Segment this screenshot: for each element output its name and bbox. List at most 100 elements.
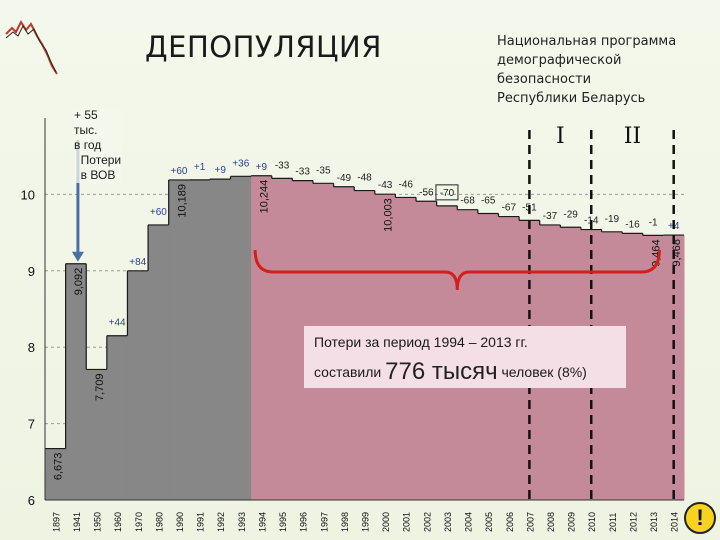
value-label-2014: 9,468 [671,239,683,267]
program-line-1: Национальная программа [497,34,677,49]
bar-1995 [271,178,293,500]
x-tick-label: 1993 [237,512,247,532]
x-tick-label: 1950 [93,512,103,532]
x-tick-label: 2003 [443,512,453,532]
x-tick-label: 1980 [154,512,164,532]
x-tick-label: 1992 [216,512,226,532]
change-label-2004: -68 [460,196,475,207]
change-label-2001: -46 [398,179,413,190]
bar-1992 [209,179,232,500]
x-tick-label: 2013 [649,512,659,532]
x-tick-label: 2014 [670,512,680,532]
change-label-1993: +36 [232,158,249,169]
value-label-1897: 6,673 [53,453,65,481]
x-tick-label: 1897 [51,512,61,532]
x-tick-label: 2004 [464,512,474,532]
change-label-1980: +60 [150,207,167,218]
x-tick-label: 1999 [361,512,371,532]
bar-1993 [230,176,252,500]
y-tick-label: 7 [28,417,35,432]
bar-1980 [148,224,170,500]
x-tick-label: 2001 [402,512,412,532]
x-tick-label: 1996 [299,512,309,532]
losses-suffix: человек (8%) [501,364,587,380]
change-label-2005: -65 [481,196,496,207]
value-label-1994: 10,244 [259,180,271,214]
change-label-1992: +9 [215,165,227,176]
x-tick-label: 1941 [72,512,82,532]
x-tick-label: 2005 [484,512,494,532]
page-title: ДЕПОПУЛЯЦИЯ [145,30,382,64]
change-label-2013: -1 [649,217,658,228]
change-label-1994: +9 [256,162,268,173]
x-tick-label: 2008 [546,512,556,532]
x-tick-label: 1960 [113,512,123,532]
losses-prefix: составили [314,364,382,380]
value-label-1950: 7,709 [94,373,106,401]
program-line-2: демографической [497,53,622,68]
program-title: Национальная программа демографической б… [497,32,697,108]
warning-icon[interactable]: ! [684,502,716,534]
change-label-box [435,184,459,201]
x-tick-label: 1994 [257,512,267,532]
change-label-1991: +1 [194,162,206,173]
change-label-2008: -37 [543,211,558,222]
change-label-1970: +84 [129,257,146,268]
x-tick-label: 1997 [319,512,329,532]
change-label-2011: -19 [605,214,620,225]
bar-2013 [642,235,664,500]
x-tick-label: 2012 [628,512,638,532]
bar-1996 [292,180,314,500]
program-line-4: Республики Беларусь [497,91,646,106]
bar-1994 [251,175,273,500]
y-tick-label: 9 [28,264,35,279]
bar-1941 [65,263,87,500]
change-label-1960: +44 [109,318,126,329]
program-line-3: безопасности [497,72,592,87]
change-label-2000: -43 [378,180,393,191]
bar-1897 [45,448,67,500]
stage-label: II [624,124,641,149]
bar-1990 [168,179,190,501]
losses-total: составили 776 тысяч человек (8%) [314,358,587,386]
y-tick-label: 8 [28,340,35,355]
change-label-1997: -35 [316,165,331,176]
bar-1991 [189,179,211,500]
losses-callout: Потери за период 1994 – 2013 гг. состави… [304,326,626,388]
change-label-1995: -33 [275,160,290,171]
value-label-2000: 10,003 [382,198,394,232]
change-label-1990: +60 [170,166,187,177]
bar-1970 [127,270,149,500]
change-label-1996: -33 [295,167,310,178]
change-label-2002: -56 [419,187,434,198]
y-tick-label: 10 [21,187,35,202]
change-label-2003: -70 [440,188,455,199]
x-tick-label: 2011 [608,513,618,532]
x-tick-label: 1970 [134,512,144,532]
x-tick-label: 2000 [381,512,391,532]
x-tick-label: 2002 [422,512,432,532]
value-label-1941: 9,092 [73,268,85,296]
losses-amount: 776 тысяч [385,358,498,385]
x-tick-label: 2010 [587,512,597,532]
y-tick-label: 6 [28,493,35,508]
stage-label: I [556,124,565,149]
change-label-2009: -29 [563,209,578,220]
change-label-1999: -48 [357,173,372,184]
bar-2012 [622,233,644,500]
x-tick-label: 1995 [278,512,288,532]
x-tick-label: 1990 [175,512,185,532]
period-brace [253,249,661,291]
x-tick-label: 2009 [567,512,577,532]
bar-1950 [86,369,108,500]
change-label-1998: -49 [337,173,352,184]
x-tick-label: 1991 [196,512,206,532]
x-tick-label: 2007 [525,512,535,532]
ww2-losses-note: + 55 тыс. в год Потери в ВОВ [74,108,122,183]
value-label-1990: 10,189 [176,184,188,218]
change-label-2012: -16 [625,219,640,230]
bar-1960 [106,335,128,500]
decline-graph-logo [5,19,58,75]
x-tick-label: 1998 [340,512,350,532]
